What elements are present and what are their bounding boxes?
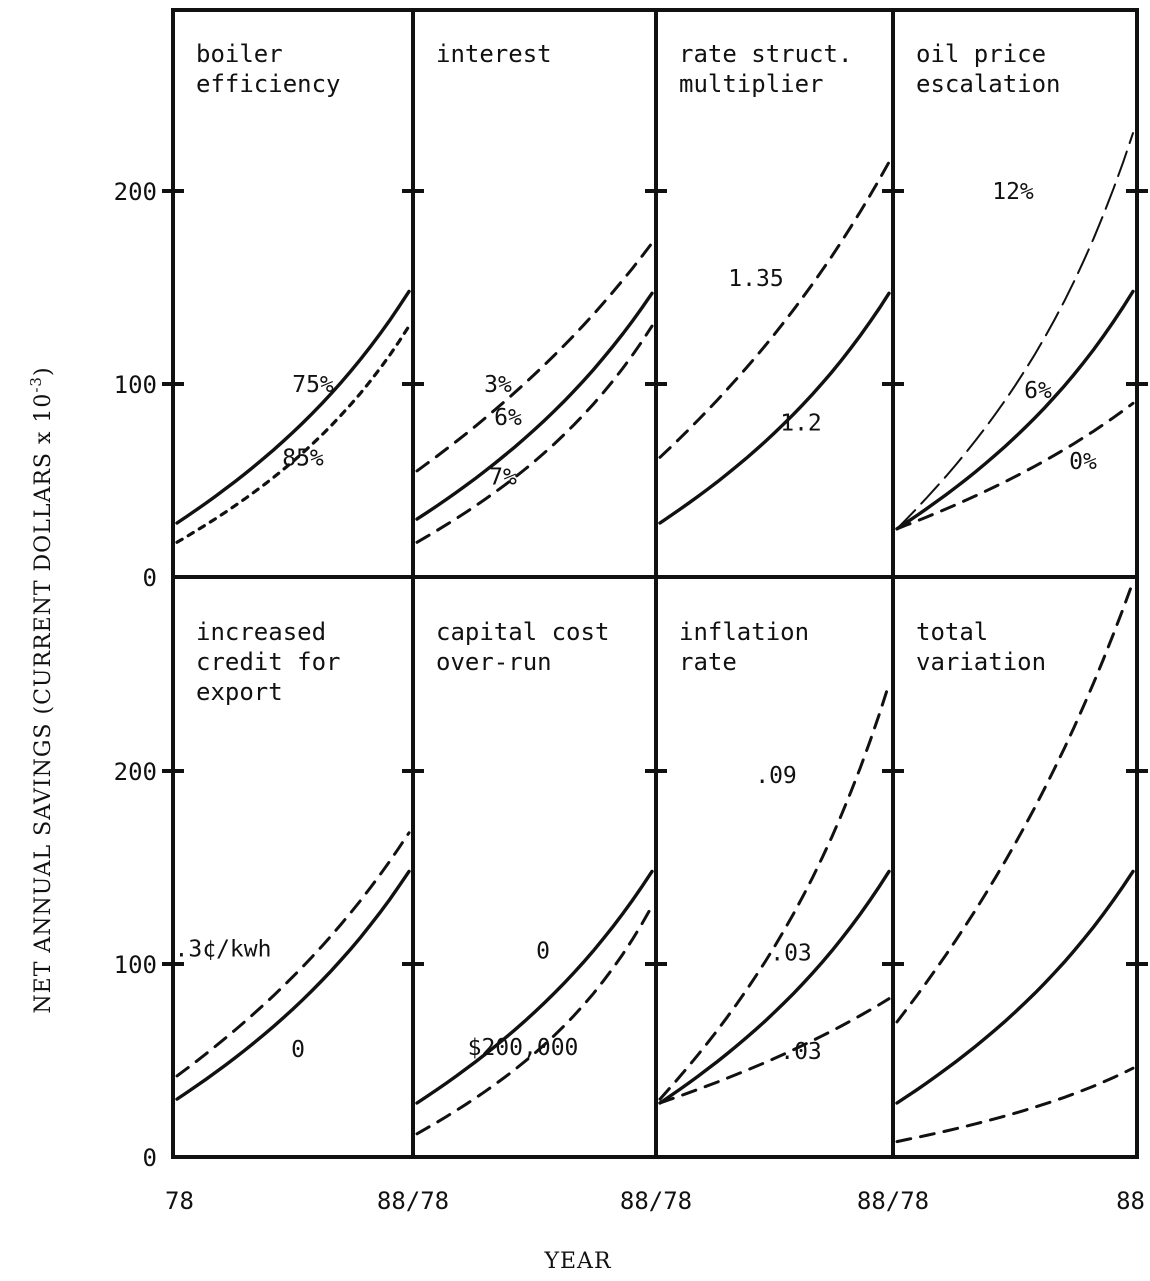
panel-title: credit for <box>196 648 341 676</box>
series-label: 3% <box>484 372 512 398</box>
panel-title: efficiency <box>196 70 341 98</box>
panel-title: oil price <box>916 40 1046 68</box>
panel-title: export <box>196 678 283 706</box>
panel-title: escalation <box>916 70 1061 98</box>
series-line <box>175 831 411 1078</box>
y-tick-label: 100 <box>114 371 157 399</box>
x-tick-label: 88/78 <box>620 1187 692 1215</box>
series-line <box>658 682 891 1101</box>
series-line <box>895 289 1135 531</box>
series-label: 0% <box>1069 449 1097 475</box>
x-tick-label: 78 <box>165 1187 194 1215</box>
series-label: 12% <box>992 179 1034 205</box>
panel-title: rate struct. <box>679 40 852 68</box>
series-label: .03 <box>770 940 812 966</box>
series-line <box>658 869 891 1105</box>
series-line <box>658 160 891 459</box>
series-label: 6% <box>494 405 522 431</box>
y-tick-label: 200 <box>114 178 157 206</box>
y-axis-title: NET ANNUAL SAVINGS (CURRENT DOLLARS x 10… <box>27 366 56 1013</box>
series-line <box>415 241 654 473</box>
series-label: 6% <box>1024 378 1052 404</box>
series-line <box>415 291 654 521</box>
y-tick-label: 200 <box>114 758 157 786</box>
series-label: $200,000 <box>468 1035 579 1061</box>
axis-ticks <box>162 189 1148 966</box>
series-line <box>895 869 1135 1105</box>
series-label: 85% <box>282 445 324 471</box>
panel-title: boiler <box>196 40 283 68</box>
series-label: 7% <box>489 465 517 491</box>
y-tick-label: 100 <box>114 951 157 979</box>
series-line <box>895 1066 1135 1144</box>
series-line <box>415 324 654 544</box>
x-tick-label: 88 <box>1116 1187 1145 1215</box>
series-line <box>658 997 891 1105</box>
series-label: 0 <box>291 1037 305 1063</box>
series-line <box>175 869 411 1101</box>
panel-title: inflation <box>679 618 809 646</box>
series-label: .3¢/kwh <box>175 937 272 963</box>
series-line <box>175 289 411 525</box>
x-tick-label: 88/78 <box>857 1187 929 1215</box>
series-label: 1.35 <box>728 266 783 292</box>
panel-title: total <box>916 618 988 646</box>
panel-title: capital cost <box>436 618 609 646</box>
y-tick-label: 0 <box>143 1144 157 1172</box>
panel-title: variation <box>916 648 1046 676</box>
x-tick-label: 88/78 <box>377 1187 449 1215</box>
panel-title: over-run <box>436 648 552 676</box>
chart-curves <box>175 132 1135 1144</box>
series-label: .09 <box>755 763 797 789</box>
series-line <box>658 291 891 525</box>
series-label: 75% <box>292 372 334 398</box>
series-line <box>896 132 1134 530</box>
x-axis-title: YEAR <box>543 1249 611 1274</box>
series-label: 0 <box>536 938 550 964</box>
series-label: .03 <box>780 1039 822 1065</box>
y-tick-label: 0 <box>143 564 157 592</box>
series-line <box>175 324 411 544</box>
series-line <box>415 904 654 1136</box>
panel-title: multiplier <box>679 70 824 98</box>
panel-title: interest <box>436 40 552 68</box>
series-line <box>895 401 1135 531</box>
y-axis-title-close: ) <box>31 366 56 376</box>
y-axis-title-main: NET ANNUAL SAVINGS (CURRENT DOLLARS x 10 <box>31 393 56 1014</box>
panel-title: rate <box>679 648 737 676</box>
series-line <box>415 869 654 1105</box>
series-label: 1.2 <box>780 411 822 437</box>
panel-title: increased <box>196 618 326 646</box>
y-axis-title-exponent: -3 <box>27 376 45 393</box>
series-line <box>895 580 1135 1024</box>
